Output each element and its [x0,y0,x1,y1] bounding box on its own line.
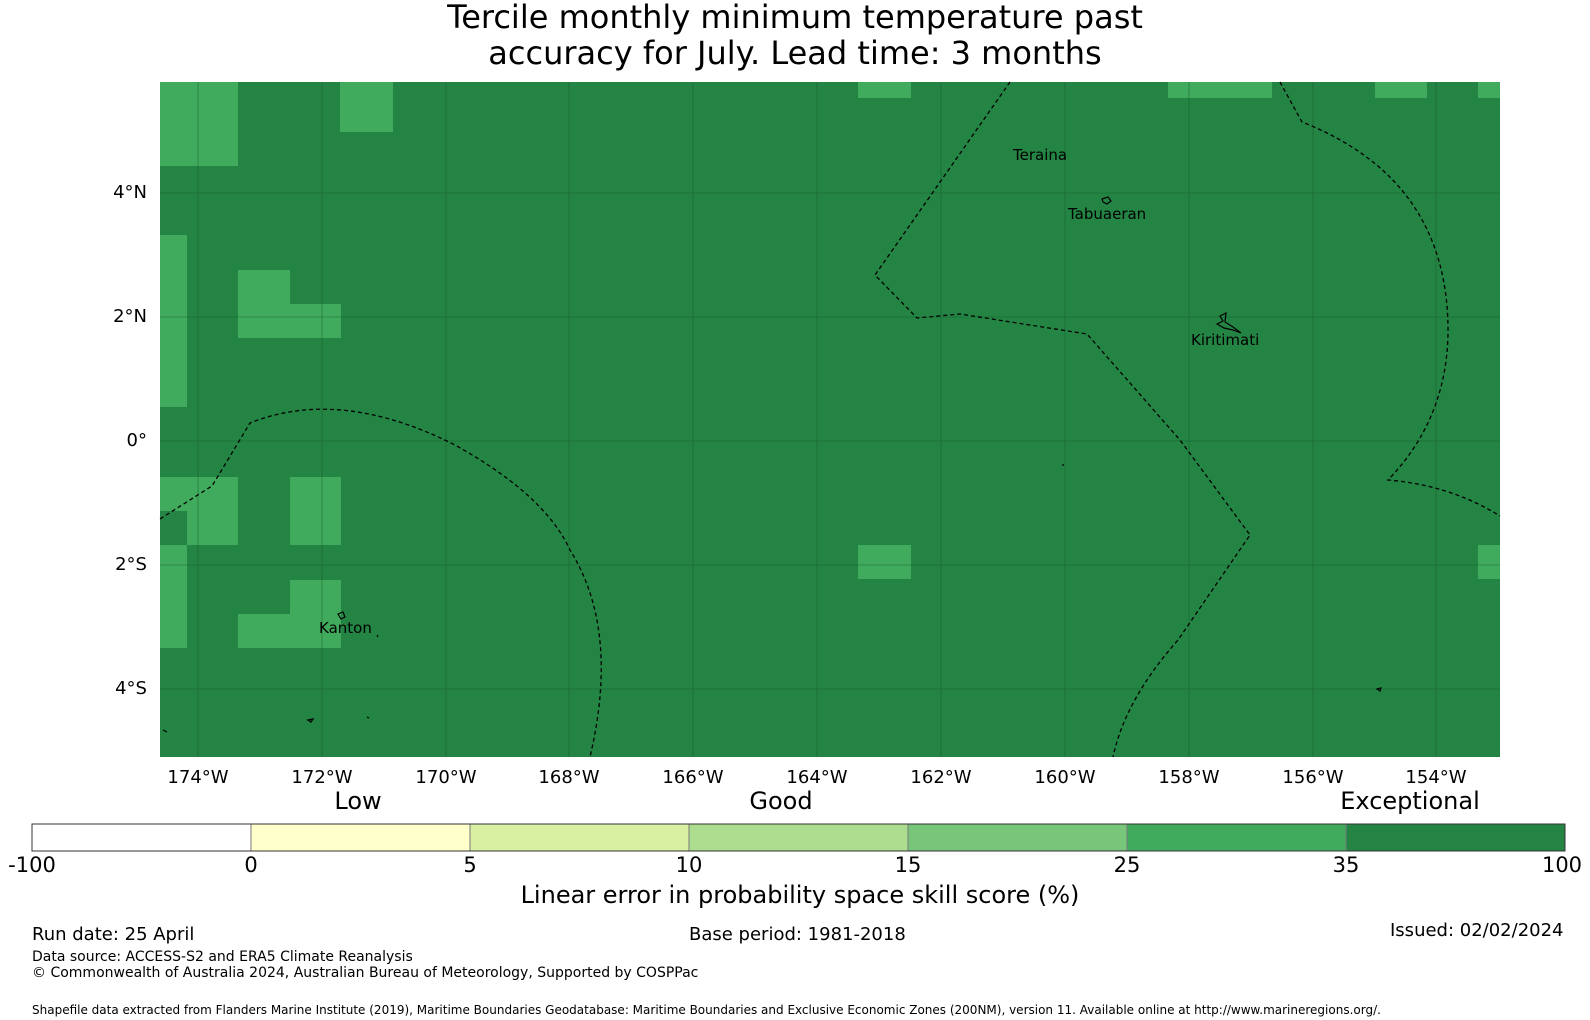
skill-patches [160,82,1500,648]
colorbar-tick-35: 35 [1332,853,1360,877]
lon-tick-160w: 160°W [1034,767,1096,788]
colorbar-segment-35-100 [1346,824,1565,851]
colorbar-tick-25: 25 [1113,853,1141,877]
lon-tick-166w: 166°W [662,767,724,788]
colorbar-segment-10-15 [689,824,908,851]
graticule [160,82,1500,757]
lat-tick-2n: 2°N [113,306,147,327]
skill-score-map [159,81,1501,758]
colorbar-tick-5: 5 [463,853,477,877]
lon-tick-156w: 156°W [1282,767,1344,788]
colorbar-tick-10: 10 [675,853,703,877]
shapefile-credit: Shapefile data extracted from Flanders M… [32,1003,1381,1017]
colorbar-label: Linear error in probability space skill … [520,881,1080,909]
place-label-tabuaeran: Tabuaeran [1068,205,1147,223]
lon-tick-172w: 172°W [291,767,353,788]
map-background [160,82,1500,757]
colorbar [31,823,1566,852]
colorbar-segment-25-35 [1127,824,1346,851]
lon-tick-174w: 174°W [167,767,229,788]
lat-tick-4s: 4°S [115,678,147,699]
category-good: Good [749,787,813,815]
colorbar-segment-5-10 [470,824,689,851]
lat-tick-4n: 4°N [113,182,147,203]
lon-tick-164w: 164°W [786,767,848,788]
lat-tick-2s: 2°S [115,554,147,575]
map-title-line-1: Tercile monthly minimum temperature past [447,0,1143,36]
colorbar-tick-100: 100 [1541,853,1583,877]
colorbar-segment-0-5 [251,824,470,851]
colorbar-tick-neg100: -100 [8,853,56,877]
colorbar-tick-15: 15 [894,853,922,877]
colorbar-frame [31,823,1566,852]
lat-tick-0: 0° [126,430,147,451]
place-label-teraina: Teraina [1013,146,1068,164]
lon-tick-162w: 162°W [910,767,972,788]
data-source: Data source: ACCESS-S2 and ERA5 Climate … [32,949,413,965]
island-outlines [162,196,1382,733]
category-exceptional: Exceptional [1340,787,1480,815]
issued-date: Issued: 02/02/2024 [1390,920,1564,941]
lon-tick-170w: 170°W [415,767,477,788]
copyright: © Commonwealth of Australia 2024, Austra… [32,965,699,981]
place-label-kanton: Kanton [319,619,372,637]
colorbar-segment-15-25 [908,824,1127,851]
colorbar-segment-neg100-0 [32,824,251,851]
lon-tick-154w: 154°W [1405,767,1467,788]
lon-tick-168w: 168°W [538,767,600,788]
place-label-kiritimati: Kiritimati [1191,331,1260,349]
run-date: Run date: 25 April [32,924,195,945]
category-low: Low [334,787,382,815]
map-title-line-2: accuracy for July. Lead time: 3 months [488,34,1102,72]
base-period: Base period: 1981-2018 [689,924,906,945]
colorbar-tick-0: 0 [244,853,258,877]
eez-boundaries [159,81,1501,758]
lon-tick-158w: 158°W [1158,767,1220,788]
